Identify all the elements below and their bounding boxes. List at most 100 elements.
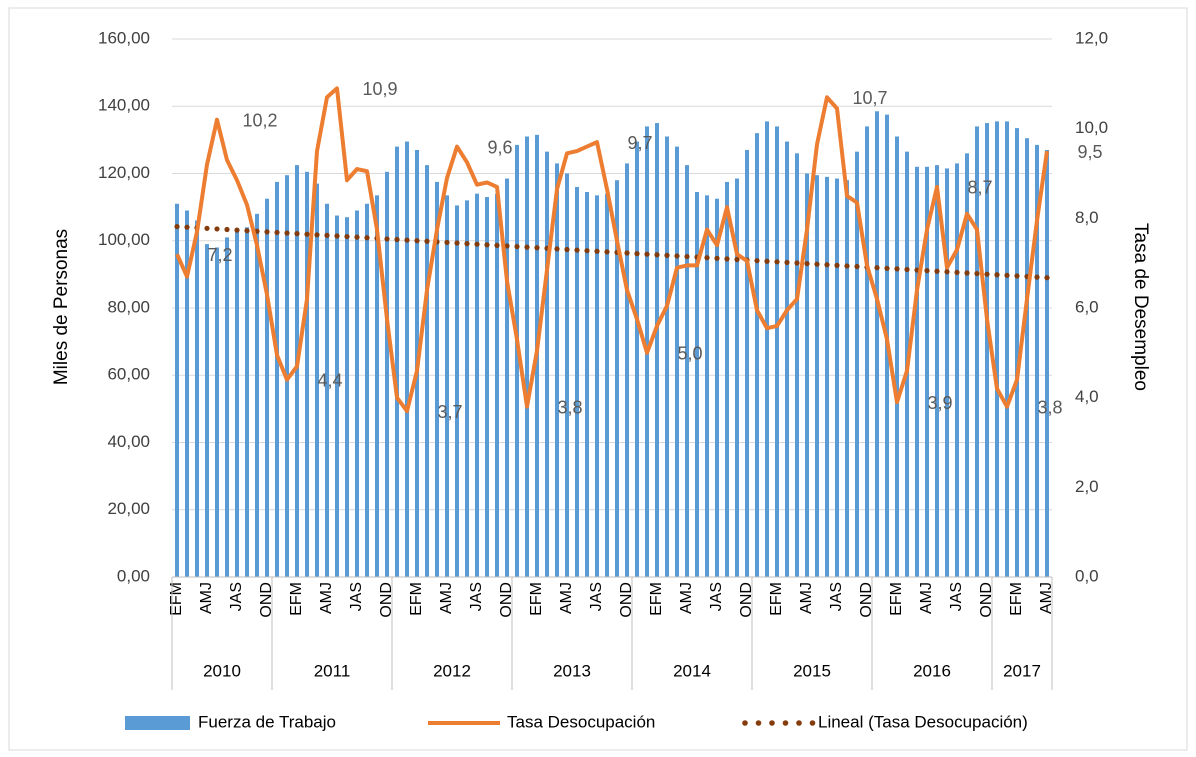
bar	[735, 178, 739, 577]
trend-dot	[354, 234, 360, 240]
bar	[845, 180, 849, 577]
trend-dot	[764, 258, 770, 264]
bar	[765, 121, 769, 577]
trend-dot	[794, 260, 800, 266]
bar	[385, 171, 389, 577]
trend-dot	[874, 265, 880, 271]
trend-dot	[594, 248, 600, 254]
trend-dot	[454, 240, 460, 246]
trend-dot	[384, 236, 390, 242]
trend-dot	[654, 252, 660, 258]
bar	[585, 191, 589, 577]
trend-dot	[984, 271, 990, 277]
trend-dot	[554, 246, 560, 252]
trend-dot	[674, 253, 680, 259]
trend-dot	[934, 268, 940, 274]
trend-dot	[734, 256, 740, 263]
trend-dot	[294, 231, 300, 237]
bar	[275, 181, 279, 577]
bar	[565, 173, 569, 577]
data-label: 3,8	[557, 397, 582, 417]
bar	[725, 181, 729, 577]
legend-swatch	[742, 720, 748, 726]
trend-dot	[214, 226, 220, 232]
x-tick-label: JAS	[828, 582, 845, 611]
trend-dot	[314, 232, 320, 238]
trend-dot	[894, 266, 900, 272]
bar	[745, 149, 749, 577]
x-tick-label: JAS	[228, 582, 245, 611]
data-label: 8,7	[967, 178, 992, 198]
bar	[355, 210, 359, 578]
bar	[295, 165, 299, 577]
x-tick-label: EFM	[648, 582, 665, 616]
year-label: 2016	[913, 661, 951, 680]
bar	[465, 200, 469, 577]
x-tick-label: JAS	[708, 582, 725, 611]
bar	[855, 151, 859, 578]
year-label: 2011	[314, 661, 351, 680]
data-label: 10,7	[852, 88, 887, 108]
bar	[1005, 121, 1009, 577]
bar	[775, 126, 779, 578]
bar	[1025, 138, 1029, 577]
trend-dot	[274, 229, 280, 236]
bar	[635, 141, 639, 577]
legend-swatch	[755, 720, 762, 726]
x-tick-label: AMJ	[558, 582, 575, 614]
bar	[965, 153, 969, 577]
trend-dot	[494, 242, 500, 248]
bar	[575, 186, 579, 577]
x-tick-label: OND	[738, 582, 755, 618]
y-axis-title: Miles de Personas	[51, 229, 72, 385]
trend-dot	[634, 251, 640, 257]
trend-dot	[1034, 274, 1040, 280]
trend-dot	[224, 226, 230, 233]
x-tick-label: AMJ	[798, 582, 815, 614]
trend-dot	[624, 250, 630, 256]
trend-dot	[644, 251, 650, 257]
trend-dot	[964, 270, 970, 276]
bar	[225, 237, 229, 577]
trend-dot	[564, 246, 570, 253]
trend-dot	[504, 243, 510, 249]
legend-label: Tasa Desocupación	[507, 712, 655, 731]
trend-dot	[264, 229, 270, 235]
trend-dot	[574, 247, 580, 253]
y-tick-label: 140,00	[98, 96, 150, 115]
bar	[875, 111, 879, 577]
x-tick-label: AMJ	[318, 582, 335, 614]
bar	[805, 173, 809, 577]
bar	[655, 123, 659, 577]
bar	[515, 144, 519, 577]
x-tick-label: OND	[258, 582, 275, 618]
trend-dot	[924, 268, 930, 274]
bar	[705, 195, 709, 577]
trend-dot	[724, 256, 730, 262]
y-tick-label: 120,00	[98, 163, 150, 182]
legend-swatch	[769, 720, 775, 726]
trend-dot	[1044, 275, 1050, 281]
bar	[505, 178, 509, 577]
trend-dot	[704, 255, 710, 261]
trend-dot	[834, 262, 840, 268]
y-tick-label: 20,00	[107, 499, 150, 518]
bar	[325, 203, 329, 577]
data-label: 7,2	[207, 245, 232, 265]
trend-dot	[684, 253, 690, 260]
bar	[1015, 128, 1019, 577]
y-tick-label: 160,00	[98, 28, 150, 47]
trend-dot	[464, 241, 470, 247]
x-tick-label: AMJ	[1038, 582, 1055, 614]
trend-dot	[404, 237, 410, 243]
trend-dot	[584, 248, 590, 254]
year-label: 2015	[793, 661, 831, 680]
x-tick-label: EFM	[888, 582, 905, 616]
bar	[1045, 149, 1049, 577]
bar	[375, 195, 379, 577]
y-tick-label: 60,00	[107, 365, 150, 384]
trend-dot	[944, 269, 950, 275]
bar	[205, 244, 209, 578]
bar	[255, 213, 259, 577]
bar	[625, 163, 629, 577]
